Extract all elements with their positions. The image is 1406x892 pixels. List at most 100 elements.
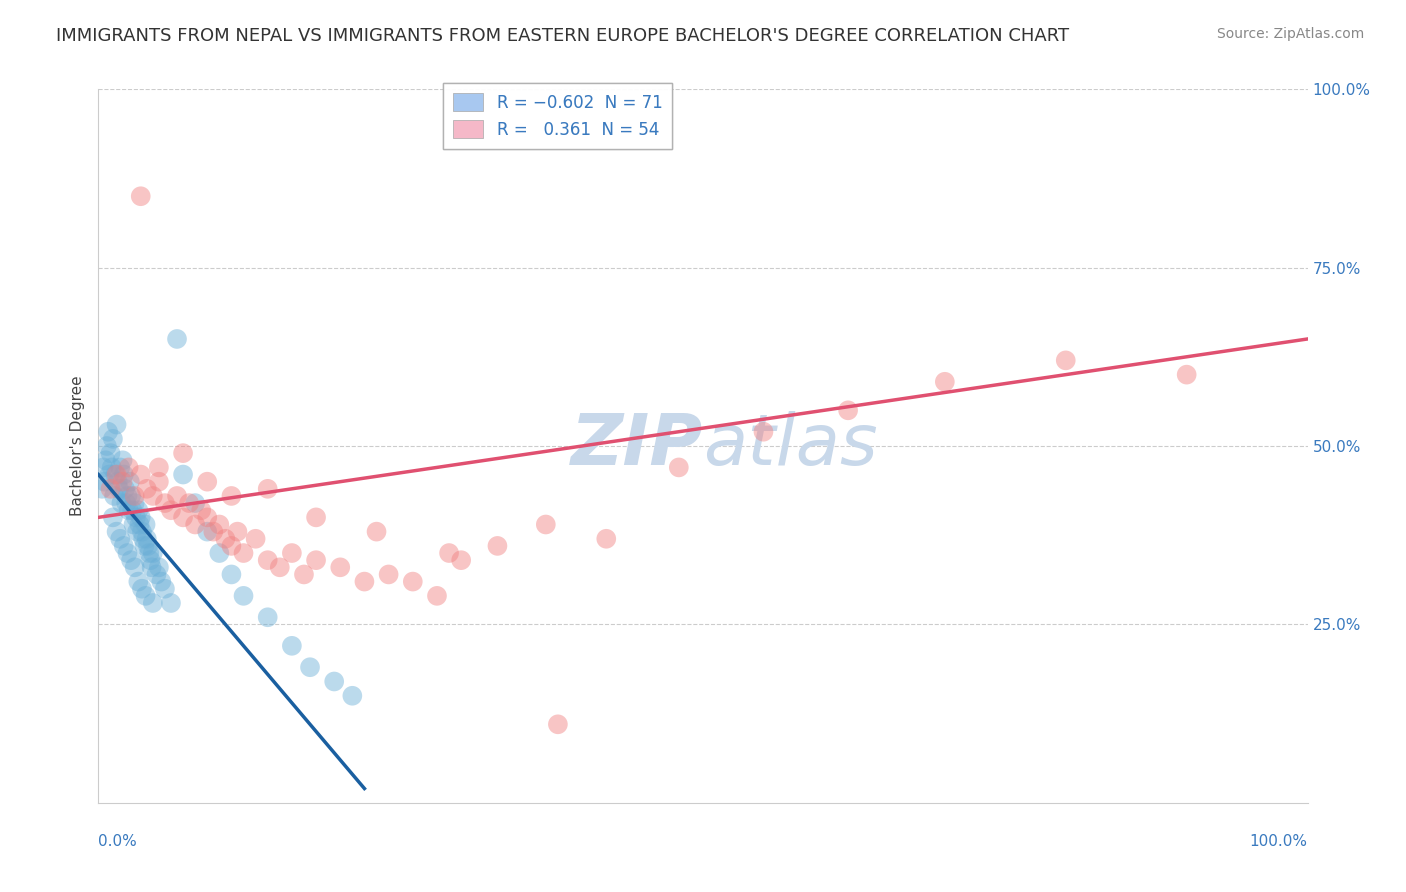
Point bbox=[108, 482, 131, 496]
Text: ZIP: ZIP bbox=[571, 411, 703, 481]
Point bbox=[221, 567, 243, 582]
Point bbox=[184, 496, 207, 510]
Point bbox=[153, 496, 176, 510]
Point bbox=[131, 582, 153, 596]
Point bbox=[103, 489, 125, 503]
Point bbox=[127, 574, 149, 589]
Point bbox=[150, 574, 173, 589]
Point bbox=[172, 446, 194, 460]
Point bbox=[450, 553, 472, 567]
Point bbox=[232, 589, 254, 603]
Point bbox=[221, 489, 243, 503]
Point bbox=[112, 467, 135, 482]
Point bbox=[108, 460, 131, 475]
Point bbox=[105, 417, 128, 432]
Point bbox=[166, 332, 188, 346]
Point bbox=[114, 482, 136, 496]
Point bbox=[129, 510, 152, 524]
Point bbox=[105, 524, 128, 539]
Point bbox=[124, 560, 146, 574]
Point bbox=[127, 524, 149, 539]
Point bbox=[281, 639, 304, 653]
Point bbox=[135, 589, 157, 603]
Point bbox=[111, 475, 134, 489]
Point bbox=[160, 503, 183, 517]
Point bbox=[108, 532, 131, 546]
Point bbox=[195, 510, 218, 524]
Point bbox=[402, 574, 425, 589]
Point bbox=[172, 467, 194, 482]
Point bbox=[135, 532, 157, 546]
Point bbox=[377, 567, 399, 582]
Point bbox=[136, 539, 159, 553]
Point bbox=[117, 546, 139, 560]
Point bbox=[305, 510, 328, 524]
Point bbox=[91, 460, 114, 475]
Point bbox=[245, 532, 267, 546]
Point bbox=[142, 489, 165, 503]
Text: IMMIGRANTS FROM NEPAL VS IMMIGRANTS FROM EASTERN EUROPE BACHELOR'S DEGREE CORREL: IMMIGRANTS FROM NEPAL VS IMMIGRANTS FROM… bbox=[56, 27, 1070, 45]
Point bbox=[179, 496, 201, 510]
Point bbox=[214, 532, 236, 546]
Point bbox=[145, 567, 167, 582]
Point bbox=[142, 596, 165, 610]
Point bbox=[117, 489, 139, 503]
Point bbox=[299, 660, 322, 674]
Point bbox=[100, 460, 122, 475]
Point bbox=[1054, 353, 1077, 368]
Point bbox=[426, 589, 449, 603]
Point bbox=[153, 582, 176, 596]
Text: atlas: atlas bbox=[703, 411, 877, 481]
Point bbox=[134, 539, 156, 553]
Point bbox=[118, 475, 141, 489]
Point bbox=[190, 503, 212, 517]
Point bbox=[118, 460, 141, 475]
Point bbox=[135, 517, 157, 532]
Point bbox=[281, 546, 304, 560]
Y-axis label: Bachelor's Degree: Bachelor's Degree bbox=[69, 376, 84, 516]
Point bbox=[128, 517, 150, 532]
Point bbox=[91, 482, 114, 496]
Text: Source: ZipAtlas.com: Source: ZipAtlas.com bbox=[1216, 27, 1364, 41]
Point bbox=[195, 475, 218, 489]
Point bbox=[437, 546, 460, 560]
Point bbox=[366, 524, 388, 539]
Point bbox=[256, 482, 278, 496]
Point bbox=[135, 482, 157, 496]
Point bbox=[208, 546, 231, 560]
Point bbox=[97, 425, 120, 439]
Point bbox=[132, 532, 155, 546]
Point bbox=[752, 425, 775, 439]
Point bbox=[105, 467, 128, 482]
Point bbox=[256, 610, 278, 624]
Point bbox=[93, 475, 115, 489]
Point bbox=[547, 717, 569, 731]
Point bbox=[131, 524, 153, 539]
Point bbox=[292, 567, 315, 582]
Point bbox=[115, 496, 138, 510]
Point bbox=[353, 574, 375, 589]
Point bbox=[141, 560, 163, 574]
Point bbox=[148, 475, 170, 489]
Point bbox=[120, 489, 142, 503]
Point bbox=[107, 475, 129, 489]
Point bbox=[94, 453, 117, 467]
Point bbox=[305, 553, 328, 567]
Point bbox=[101, 432, 124, 446]
Point bbox=[139, 553, 162, 567]
Point bbox=[256, 553, 278, 567]
Text: 100.0%: 100.0% bbox=[1250, 834, 1308, 848]
Point bbox=[129, 467, 152, 482]
Point bbox=[111, 453, 134, 467]
Point bbox=[232, 546, 254, 560]
Point bbox=[120, 553, 142, 567]
Point bbox=[226, 524, 249, 539]
Point bbox=[202, 524, 225, 539]
Point bbox=[142, 546, 165, 560]
Point bbox=[96, 439, 118, 453]
Point bbox=[1175, 368, 1198, 382]
Point bbox=[124, 496, 146, 510]
Point bbox=[172, 510, 194, 524]
Point bbox=[934, 375, 956, 389]
Point bbox=[148, 460, 170, 475]
